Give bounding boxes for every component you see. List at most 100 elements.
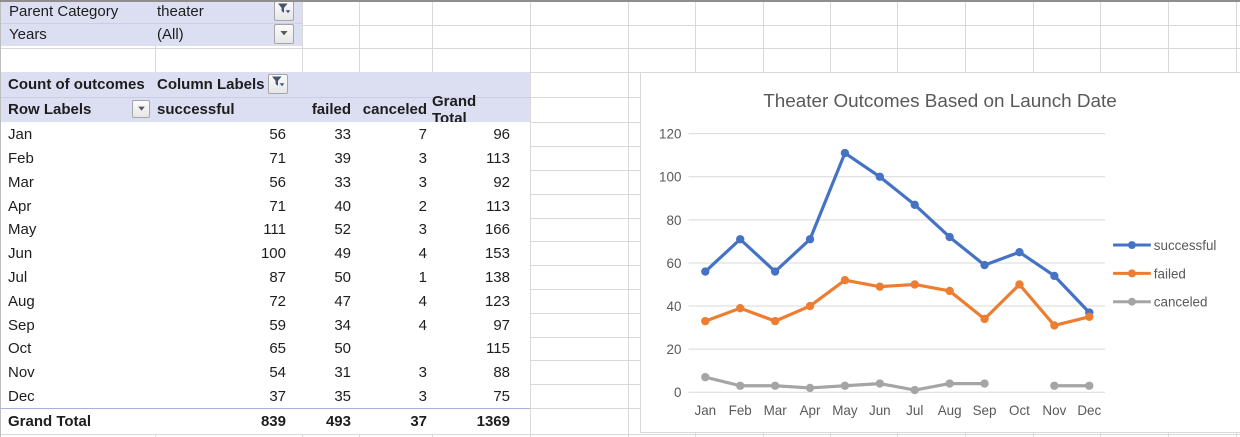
- row-label-cell[interactable]: Feb: [8, 149, 34, 167]
- grand-total-successful[interactable]: 839: [260, 413, 286, 430]
- failed-cell[interactable]: 33: [334, 173, 351, 191]
- column-labels-filter-button[interactable]: [268, 74, 288, 94]
- canceled-cell[interactable]: 2: [418, 197, 427, 215]
- failed-cell[interactable]: 47: [334, 292, 351, 310]
- row-label-cell[interactable]: May: [8, 221, 37, 238]
- successful-cell[interactable]: 56: [269, 125, 286, 143]
- column-header-canceled[interactable]: canceled: [362, 101, 427, 118]
- successful-cell[interactable]: 37: [269, 387, 286, 405]
- series-canceled-marker: [875, 379, 885, 388]
- grand-total-cell[interactable]: 75: [493, 387, 510, 405]
- successful-cell[interactable]: 71: [269, 149, 286, 167]
- column-header-grand-total[interactable]: Grand Total: [432, 92, 477, 127]
- column-labels-caption[interactable]: Column Labels: [157, 76, 265, 93]
- failed-cell[interactable]: 50: [334, 268, 351, 286]
- successful-cell[interactable]: 56: [269, 173, 286, 191]
- grand-total-cell[interactable]: 97: [493, 316, 510, 334]
- legend-marker-icon: [1127, 241, 1136, 250]
- legend-item-failed[interactable]: failed: [1113, 266, 1186, 281]
- outcomes-line-chart[interactable]: 0 20 40 60 80 100 120 Jan Feb Mar Apr May Jun Jul Aug S…: [640, 72, 1240, 433]
- x-axis-tick-label: Jan: [694, 403, 716, 418]
- grand-total-grand-total[interactable]: 1369: [476, 413, 510, 430]
- canceled-cell[interactable]: 4: [418, 244, 427, 262]
- canceled-cell[interactable]: 7: [418, 125, 427, 143]
- canceled-cell[interactable]: 3: [418, 173, 427, 191]
- failed-cell[interactable]: 49: [334, 244, 351, 262]
- successful-cell[interactable]: 65: [269, 340, 286, 357]
- successful-cell[interactable]: 54: [269, 363, 286, 381]
- row-label-cell[interactable]: Nov: [8, 363, 35, 381]
- series-successful-line[interactable]: [703, 151, 1091, 315]
- failed-cell[interactable]: 52: [334, 221, 351, 238]
- failed-cell[interactable]: 33: [334, 125, 351, 143]
- row-label-cell[interactable]: Sep: [8, 316, 35, 334]
- row-label-cell[interactable]: Oct: [8, 340, 32, 357]
- legend-marker-icon: [1127, 269, 1136, 278]
- row-label-cell[interactable]: Jun: [8, 244, 33, 262]
- x-axis-tick-label: Jul: [906, 403, 923, 418]
- failed-cell[interactable]: 35: [334, 387, 351, 405]
- years-dropdown-button[interactable]: [274, 24, 294, 44]
- series-failed-line[interactable]: [703, 278, 1091, 328]
- failed-cell[interactable]: 39: [334, 149, 351, 167]
- grand-total-cell[interactable]: 166: [484, 221, 510, 238]
- grand-total-cell[interactable]: 153: [484, 244, 510, 262]
- failed-cell[interactable]: 40: [334, 197, 351, 215]
- failed-cell[interactable]: 50: [334, 340, 351, 357]
- canceled-cell[interactable]: 4: [418, 316, 427, 334]
- failed-cell[interactable]: 31: [334, 363, 351, 381]
- column-header-failed[interactable]: failed: [311, 101, 351, 118]
- row-labels-caption[interactable]: Row Labels: [8, 101, 92, 118]
- series-successful-marker: [840, 148, 850, 158]
- column-header-successful[interactable]: successful: [157, 101, 235, 118]
- successful-cell[interactable]: 59: [269, 316, 286, 334]
- failed-cell[interactable]: 34: [334, 316, 351, 334]
- measure-name[interactable]: Count of outcomes: [8, 76, 145, 93]
- successful-cell[interactable]: 71: [269, 197, 286, 215]
- legend-item-successful[interactable]: successful: [1113, 238, 1216, 253]
- grand-total-cell[interactable]: 123: [484, 292, 510, 310]
- canceled-cell[interactable]: 3: [418, 363, 427, 381]
- gridline: [0, 408, 1240, 409]
- years-value[interactable]: (All): [157, 26, 184, 43]
- grand-total-cell[interactable]: 113: [486, 149, 510, 167]
- row-label-cell[interactable]: Mar: [8, 173, 34, 191]
- row-label-cell[interactable]: Apr: [8, 197, 32, 215]
- grand-total-cell[interactable]: 138: [484, 268, 510, 286]
- parent-category-filter-button[interactable]: [274, 1, 294, 21]
- grand-total-cell[interactable]: 113: [486, 197, 510, 215]
- y-axis-tick-label: 100: [659, 170, 681, 185]
- gridline: [0, 218, 1240, 219]
- dropdown-icon: [136, 101, 147, 118]
- legend-item-canceled[interactable]: canceled: [1113, 295, 1207, 310]
- canceled-cell[interactable]: 3: [418, 387, 427, 405]
- grand-total-label[interactable]: Grand Total: [8, 413, 92, 430]
- gridline: [0, 97, 1240, 98]
- grand-total-failed[interactable]: 493: [325, 413, 351, 430]
- row-labels-dropdown-button[interactable]: [132, 100, 150, 118]
- series-failed-marker: [1050, 321, 1059, 330]
- row-label-cell[interactable]: Jan: [8, 125, 33, 143]
- grand-total-cell[interactable]: 115: [486, 340, 510, 357]
- successful-cell[interactable]: 111: [263, 221, 286, 238]
- grand-total-cell[interactable]: 96: [493, 125, 510, 143]
- series-failed-marker: [945, 286, 954, 296]
- row-label-cell[interactable]: Jul: [8, 268, 28, 286]
- canceled-cell[interactable]: 3: [418, 221, 427, 238]
- successful-cell[interactable]: 72: [269, 292, 286, 310]
- canceled-cell[interactable]: 4: [418, 292, 427, 310]
- table-row: Dec 37 35 3 75: [0, 384, 530, 408]
- row-label-cell[interactable]: Aug: [8, 292, 35, 310]
- row-label-cell[interactable]: Dec: [8, 387, 35, 405]
- table-row: Nov 54 31 3 88: [0, 360, 530, 384]
- successful-cell[interactable]: 87: [269, 268, 286, 286]
- canceled-cell[interactable]: 1: [418, 268, 427, 286]
- canceled-cell[interactable]: 3: [418, 149, 427, 167]
- successful-cell[interactable]: 100: [260, 244, 286, 262]
- grand-total-cell[interactable]: 88: [493, 363, 510, 381]
- parent-category-label: Parent Category: [9, 3, 119, 20]
- canceled-cell[interactable]: [359, 337, 432, 360]
- parent-category-value[interactable]: theater: [157, 3, 204, 20]
- grand-total-canceled[interactable]: 37: [410, 413, 427, 430]
- grand-total-cell[interactable]: 92: [493, 173, 510, 191]
